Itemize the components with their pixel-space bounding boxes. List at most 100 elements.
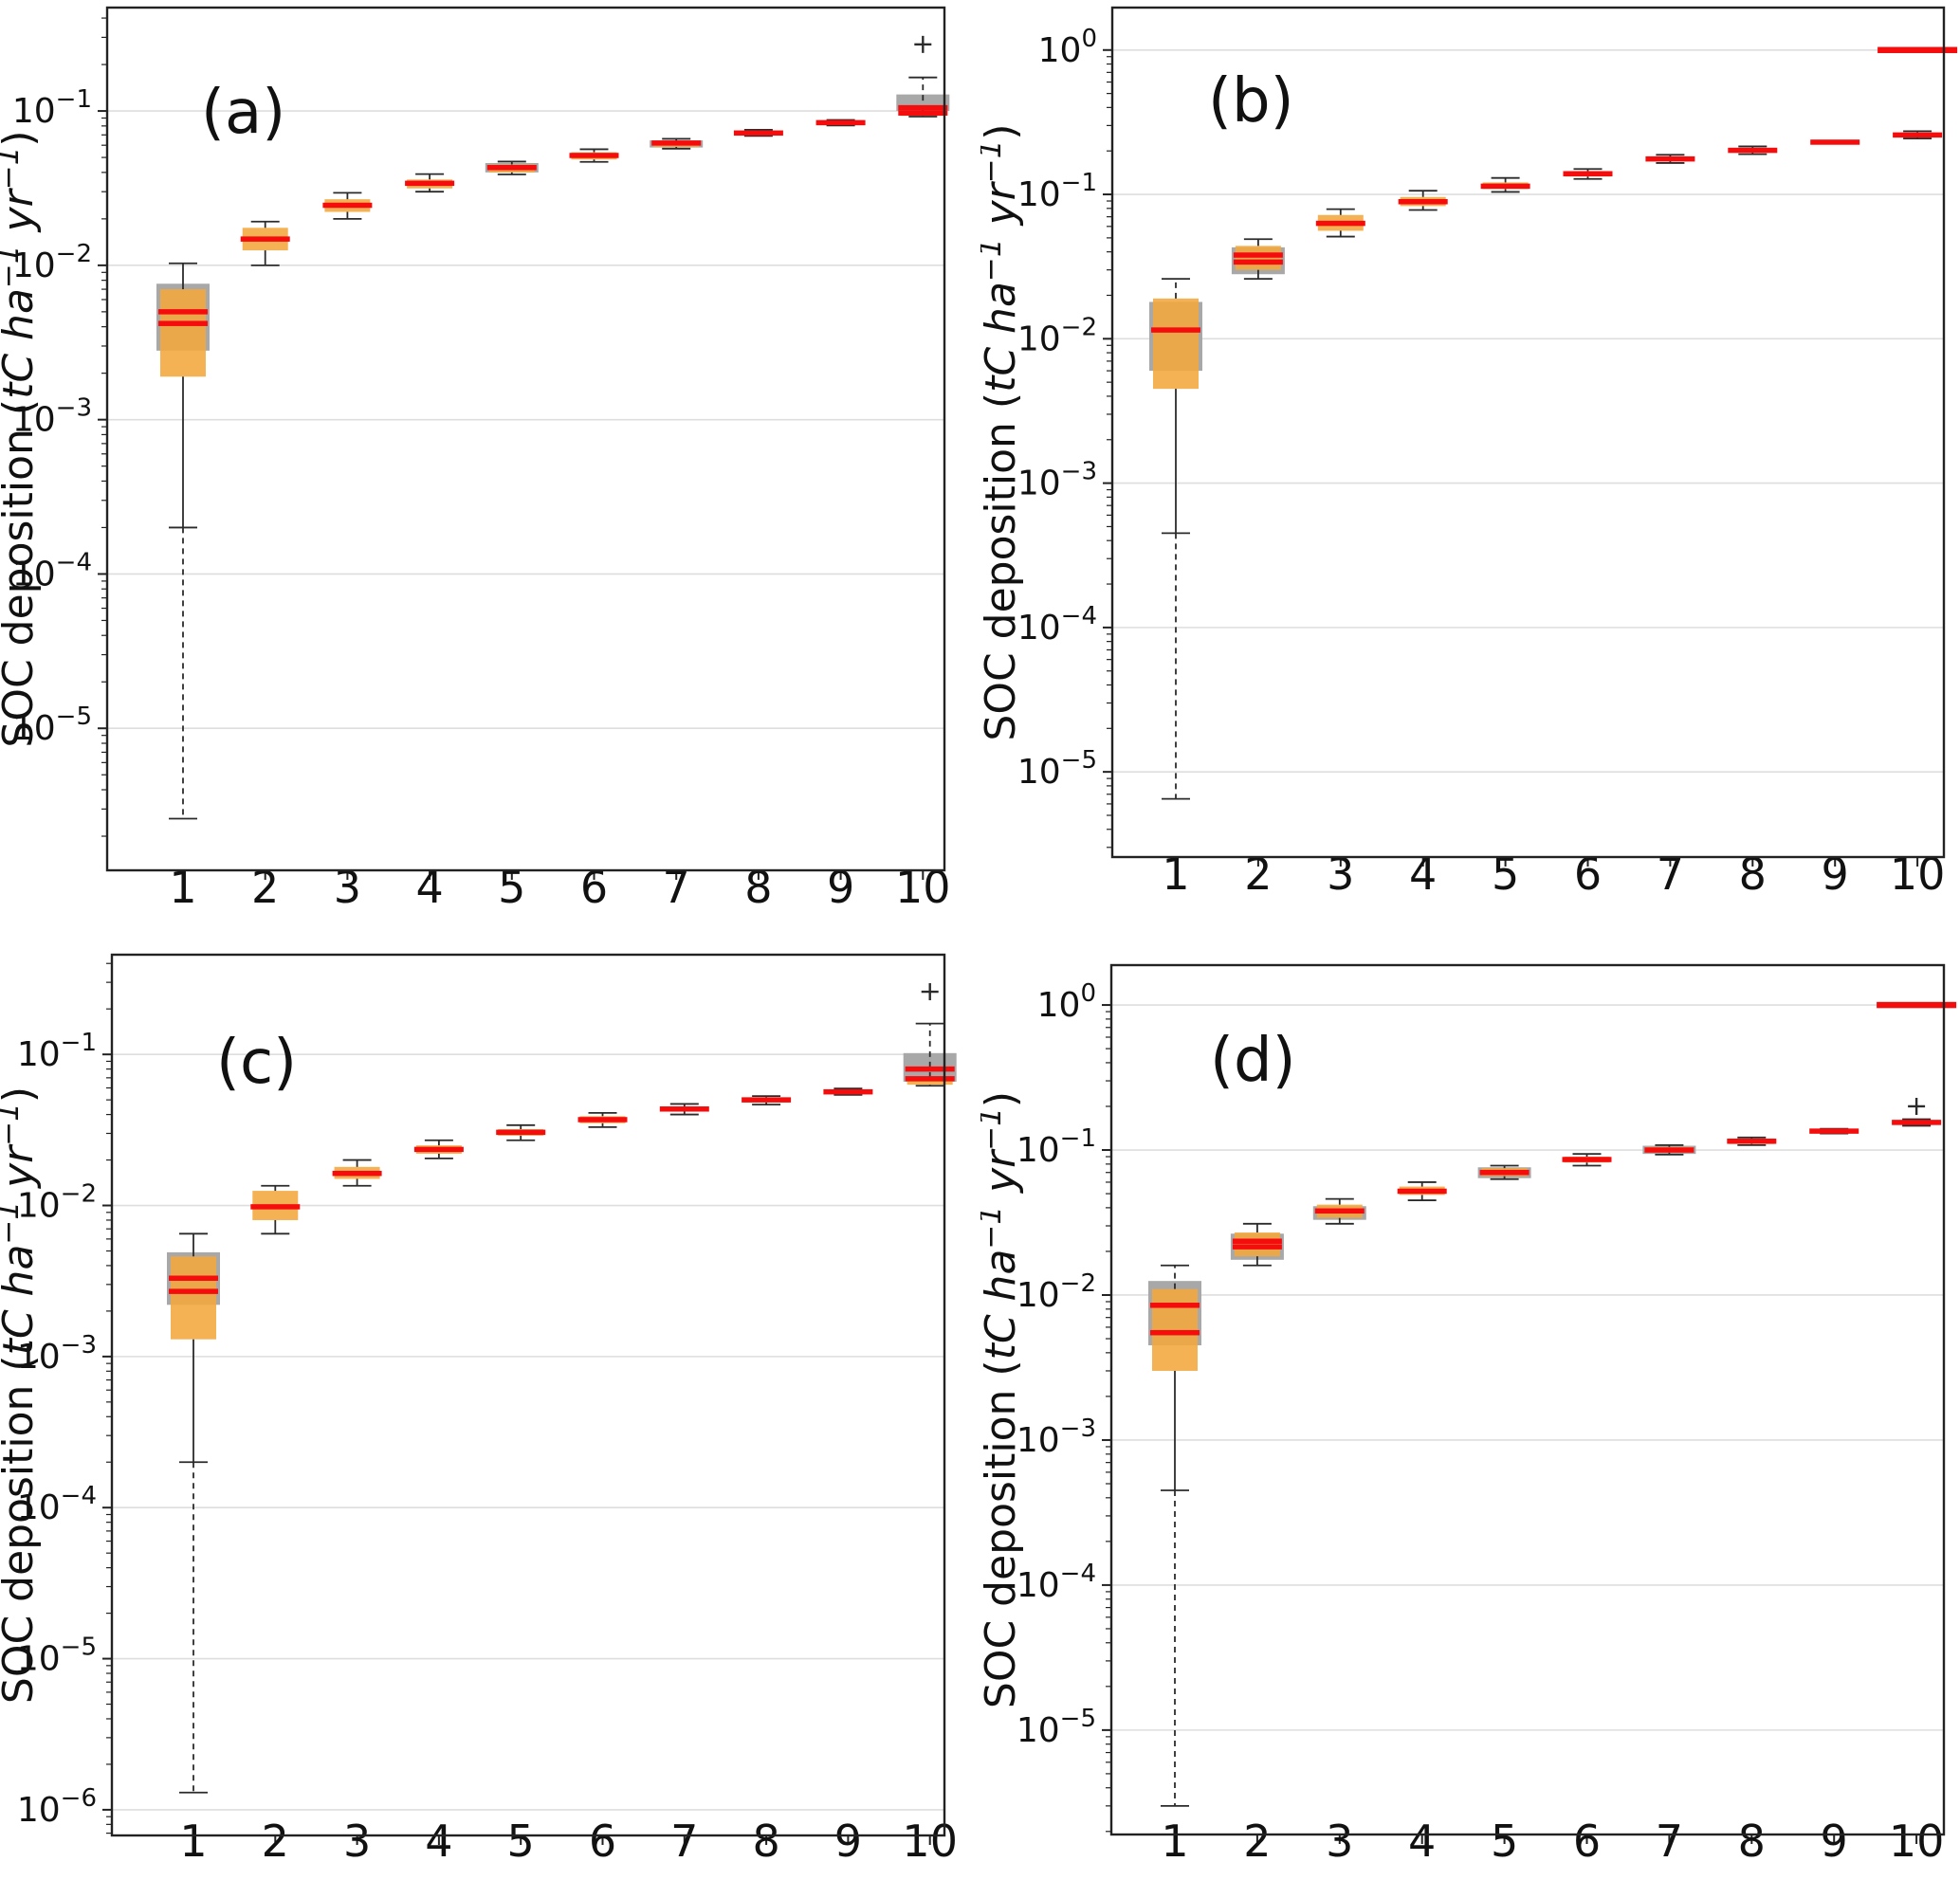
median-line — [1728, 147, 1778, 154]
median-line — [905, 1076, 955, 1082]
y-tick-label: 10−3 — [1017, 1415, 1096, 1460]
x-tick-label: 8 — [752, 1816, 779, 1867]
y-tick-label: 10−6 — [17, 1784, 97, 1830]
x-tick-label: 2 — [262, 1816, 289, 1867]
box-group-cat-6 — [577, 1111, 628, 1128]
median-line — [1315, 220, 1365, 227]
panel-d: 100 10−1 10−2 10−3 10−4 10−5 1 2 3 4 5 6 7 8 9 10 (d) SOC… — [980, 940, 1960, 1880]
plot-border — [1109, 963, 1946, 1836]
x-tick-label: 6 — [1573, 1816, 1601, 1867]
box-group-cat-9 — [823, 1087, 873, 1096]
y-tick-label: 10−5 — [1017, 1705, 1096, 1750]
median-line — [1809, 1128, 1859, 1134]
box-group-cat-1 — [156, 262, 210, 820]
x-tick-label: 4 — [1408, 1816, 1436, 1867]
median-line — [405, 180, 455, 187]
panel-label: (c) — [216, 1028, 297, 1098]
box-group-cat-3 — [1315, 208, 1365, 238]
median-line — [1563, 171, 1613, 177]
median-line — [898, 104, 948, 111]
median-line — [733, 130, 783, 137]
y-tick-label: 10−5 — [1017, 746, 1097, 792]
y-tick-label: 10−2 — [1017, 1269, 1096, 1315]
y-axis-label: SOC deposition (tC ha−1 yr−1) — [980, 123, 1025, 740]
median-line — [1150, 1329, 1200, 1336]
median-line — [158, 320, 208, 326]
x-tick-label: 10 — [1889, 1816, 1945, 1867]
median-line — [322, 202, 373, 209]
box-group-cat-7 — [1642, 1144, 1696, 1156]
y-axis-label: SOC deposition (tC ha−1 yr−1) — [980, 1091, 1025, 1708]
y-tick-label: 10−4 — [1017, 1560, 1096, 1605]
median-line — [1151, 327, 1200, 333]
y-tick-label: 10−3 — [1017, 458, 1097, 503]
plot-background — [107, 8, 944, 870]
box-group-cat-1 — [1149, 278, 1202, 800]
plot-border — [105, 6, 946, 872]
orange-box — [160, 289, 206, 377]
y-tick-label: 100 — [1037, 979, 1096, 1025]
box-group-cat-3 — [332, 1159, 382, 1187]
orange-box — [1152, 1288, 1198, 1371]
box-group-cat-9 — [1809, 1127, 1859, 1135]
median-line — [250, 1204, 301, 1210]
median-line — [1232, 1238, 1282, 1244]
panel-label: (b) — [1208, 66, 1294, 137]
median-line — [1150, 1303, 1200, 1308]
y-tick-label: 10−2 — [12, 240, 92, 285]
median-line — [569, 153, 619, 158]
orange-box — [1153, 298, 1199, 390]
y-axis-label-text: SOC deposition (tC ha−1 yr−1) — [0, 130, 43, 747]
box-group-cat-6 — [1563, 168, 1613, 180]
y-tick-label: 10−4 — [1017, 602, 1097, 648]
median-line — [1233, 252, 1283, 258]
x-tick-label: 4 — [425, 1816, 452, 1867]
box-group-cat-2 — [240, 220, 290, 266]
median-line — [332, 1170, 382, 1177]
y-tick-label: 100 — [1038, 25, 1097, 70]
median-line — [496, 1129, 546, 1136]
x-tick-label: 7 — [670, 1816, 698, 1867]
y-tick-label: 10−3 — [17, 1331, 97, 1377]
box-group-cat-3 — [322, 192, 373, 220]
box-group-cat-8 — [1728, 145, 1778, 155]
y-tick-label: 10−1 — [1017, 169, 1097, 214]
x-tick-label: 10 — [902, 1816, 958, 1867]
median-line — [659, 1106, 709, 1112]
panel-a: 10−1 10−2 10−3 10−4 10−5 1 2 3 4 5 6 7 8 9 10 (a) SOC de… — [0, 0, 980, 940]
median-line — [158, 309, 208, 315]
plot-background — [1111, 965, 1944, 1834]
box-group-cat-8 — [1727, 1136, 1777, 1146]
x-tick-label: 6 — [589, 1816, 616, 1867]
y-axis-label: SOC deposition (tC ha−1 yr−1) — [0, 130, 43, 747]
y-tick-label: 10−3 — [12, 394, 92, 440]
box-group-cat-10 — [903, 983, 957, 1087]
x-tick-label: 7 — [1656, 1816, 1683, 1867]
x-tick-label: 3 — [343, 1816, 371, 1867]
plot-background — [112, 955, 944, 1835]
panel-d-plot: 100 10−1 10−2 10−3 10−4 10−5 1 2 3 4 5 6 7 8 9 10 (d) SOC… — [980, 963, 1957, 1867]
median-line — [1878, 46, 1958, 54]
x-tick-label: 8 — [1738, 1816, 1766, 1867]
box-group-cat-4 — [1398, 190, 1448, 211]
box-group-cat-1 — [167, 1232, 220, 1794]
box-group-cat-6 — [1562, 1153, 1612, 1167]
y-tick-label: 10−4 — [12, 548, 92, 593]
median-line — [815, 119, 866, 126]
median-line — [1233, 259, 1283, 265]
y-tick-label: 10−2 — [1017, 313, 1097, 358]
x-tick-label: 5 — [1491, 1816, 1518, 1867]
box-group-cat-2 — [250, 1184, 301, 1235]
median-line — [1893, 132, 1943, 138]
median-line — [1727, 1138, 1777, 1144]
median-line — [1644, 1147, 1694, 1153]
median-line — [1892, 1120, 1942, 1125]
orange-box — [1235, 246, 1281, 270]
median-line — [1645, 155, 1695, 162]
median-line — [1232, 1244, 1282, 1250]
median-line — [905, 1066, 955, 1072]
median-line — [651, 140, 702, 146]
plot-background — [1112, 8, 1944, 857]
